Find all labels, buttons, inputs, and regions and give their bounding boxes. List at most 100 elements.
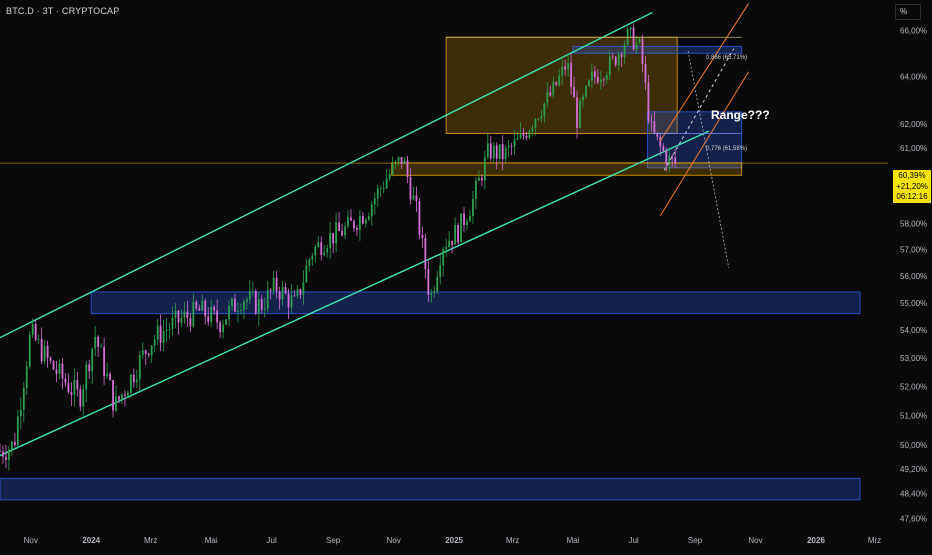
candle-body-6	[16, 416, 19, 446]
candle-body-13	[37, 338, 40, 340]
candle-body-11	[31, 324, 34, 335]
candle-body-91	[269, 289, 272, 291]
candle-body-187	[555, 82, 558, 86]
candle-body-58	[171, 317, 174, 329]
candle-body-31	[91, 348, 94, 372]
y-tick-8: 56,00%	[900, 272, 927, 281]
candle-body-18	[52, 360, 55, 370]
y-tick-16: 48,40%	[900, 490, 927, 499]
candle-body-200	[593, 71, 596, 78]
candle-body-165	[489, 143, 492, 159]
candle-body-218	[647, 82, 650, 121]
candle-body-183	[543, 103, 546, 117]
symbol-title[interactable]: BTC.D · 3T · CRYPTOCAP	[6, 6, 120, 16]
candle-body-47	[138, 355, 141, 380]
candle-body-173	[513, 139, 516, 147]
candle-body-143	[424, 238, 427, 270]
candle-body-150	[445, 247, 448, 250]
candle-body-78	[231, 298, 233, 306]
candle-body-82	[243, 301, 245, 310]
candle-body-178	[528, 131, 531, 138]
last-price: 60,39%	[898, 171, 926, 180]
candle-body-171	[507, 146, 510, 148]
channel-lower-line	[0, 130, 710, 457]
candle-body-57	[168, 328, 171, 330]
candle-body-221	[656, 132, 659, 137]
candle-body-116	[344, 226, 346, 236]
candle-body-7	[19, 409, 22, 417]
range-annotation: Range???	[711, 108, 770, 122]
candle-body-111	[329, 232, 332, 249]
x-tick-7: 2025	[445, 536, 463, 545]
candle-body-44	[129, 374, 132, 393]
candle-body-123	[364, 219, 367, 224]
candle-body-88	[260, 299, 263, 310]
candle-body-192	[570, 62, 572, 88]
candle-body-35	[103, 346, 106, 377]
candle-body-75	[222, 324, 224, 333]
candle-body-179	[531, 127, 534, 132]
candle-body-74	[219, 322, 222, 333]
candle-body-129	[382, 188, 385, 189]
candle-body-81	[240, 309, 242, 311]
candle-body-186	[552, 82, 555, 96]
candle-body-56	[165, 329, 168, 331]
candle-body-119	[353, 220, 355, 229]
percent-scale-button[interactable]: %	[895, 4, 921, 20]
y-tick-11: 53,00%	[900, 354, 927, 363]
candle-body-198	[588, 80, 590, 86]
zone-1	[572, 45, 743, 54]
y-tick-7: 57,00%	[900, 245, 927, 254]
candle-body-3	[8, 449, 10, 460]
candle-body-96	[284, 287, 287, 294]
candle-body-101	[299, 289, 302, 295]
x-tick-12: Nov	[748, 536, 762, 545]
lines-layer	[0, 11, 888, 457]
price-change: +21,20%	[896, 181, 928, 191]
candle-body-62	[183, 311, 186, 318]
candle-body-212	[629, 27, 632, 30]
candle-body-21	[61, 363, 64, 379]
candle-body-73	[216, 310, 219, 323]
y-tick-13: 51,00%	[900, 412, 927, 421]
candle-body-209	[620, 54, 623, 58]
candle-body-107	[317, 242, 320, 247]
candle-body-139	[412, 195, 415, 200]
candle-body-132	[391, 164, 394, 175]
candle-body-160	[475, 180, 477, 199]
candle-body-222	[659, 136, 662, 147]
candle-body-71	[210, 306, 213, 322]
candle-body-37	[109, 373, 111, 381]
candle-body-223	[662, 146, 665, 151]
candle-body-1	[2, 451, 4, 457]
candle-body-136	[403, 160, 406, 164]
candle-body-80	[237, 310, 239, 312]
candle-body-196	[582, 96, 584, 101]
candle-body-53	[156, 325, 159, 340]
candle-body-195	[579, 100, 581, 128]
candle-body-50	[147, 353, 150, 356]
candle-body-12	[34, 324, 37, 340]
candle-body-133	[394, 161, 397, 165]
candle-body-182	[540, 116, 543, 119]
candle-body-52	[153, 339, 156, 346]
candle-body-164	[486, 143, 489, 158]
candle-body-189	[561, 66, 564, 76]
candle-body-38	[112, 380, 114, 411]
candle-body-144	[427, 269, 430, 295]
x-axis[interactable]: Nov 2024 Mrz Mai Jul Sep Nov 2025 Mrz Mai Jul Sep No…	[24, 536, 882, 545]
candle-body-67	[198, 308, 201, 311]
candle-body-203	[602, 79, 605, 81]
candle-body-180	[534, 119, 537, 128]
candle-body-174	[516, 138, 519, 140]
candle-body-169	[501, 144, 504, 160]
candle-body-137	[406, 160, 409, 178]
candle-body-97	[287, 293, 290, 308]
candle-body-188	[558, 75, 561, 86]
candle-body-26	[76, 380, 79, 390]
candle-body-130	[385, 178, 388, 189]
candle-body-106	[314, 246, 317, 256]
